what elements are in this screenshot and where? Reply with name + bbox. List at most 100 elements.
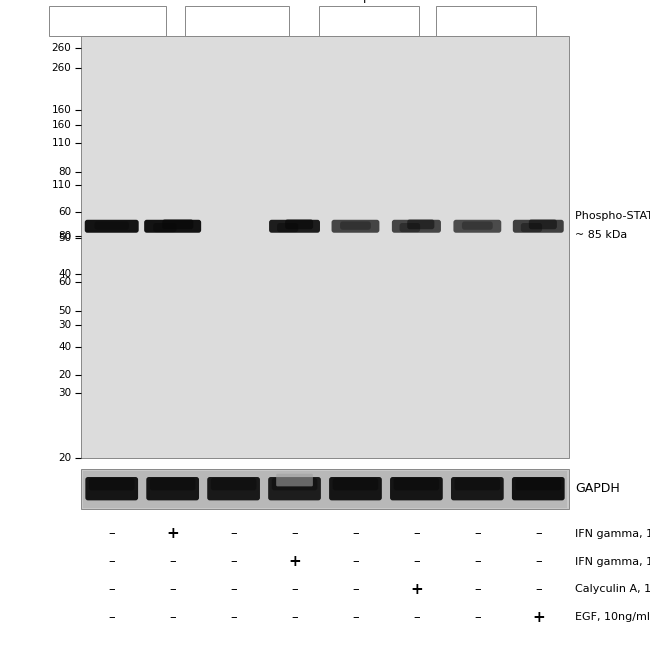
FancyBboxPatch shape	[211, 478, 256, 491]
Text: –: –	[352, 527, 359, 540]
Bar	[49, 6, 166, 36]
FancyBboxPatch shape	[85, 477, 138, 500]
Text: –: –	[230, 583, 237, 596]
FancyBboxPatch shape	[332, 220, 380, 233]
Text: –: –	[170, 583, 176, 596]
Text: ~ 85 kDa: ~ 85 kDa	[575, 230, 627, 240]
Text: –: –	[474, 611, 480, 624]
FancyBboxPatch shape	[529, 219, 557, 229]
Text: –: –	[352, 555, 359, 568]
Text: 60: 60	[58, 207, 72, 217]
FancyBboxPatch shape	[268, 477, 321, 500]
Text: 80: 80	[58, 167, 72, 177]
Text: A-431: A-431	[469, 0, 503, 3]
Bar	[81, 469, 569, 509]
Bar	[318, 6, 419, 36]
Text: 160: 160	[52, 120, 72, 130]
Text: 60: 60	[58, 277, 72, 287]
FancyBboxPatch shape	[333, 478, 378, 491]
Text: +: +	[288, 554, 301, 569]
Text: –: –	[474, 583, 480, 596]
Text: 50: 50	[58, 306, 72, 316]
Text: +: +	[532, 610, 545, 625]
FancyBboxPatch shape	[521, 223, 542, 232]
Text: HeLa: HeLa	[92, 0, 122, 3]
Text: –: –	[230, 555, 237, 568]
FancyBboxPatch shape	[272, 478, 317, 491]
FancyBboxPatch shape	[89, 478, 135, 491]
Text: GAPDH: GAPDH	[575, 482, 620, 495]
Text: +: +	[410, 582, 422, 597]
Text: Calyculin A, 100 nM for 60 mins: Calyculin A, 100 nM for 60 mins	[575, 584, 650, 594]
Text: –: –	[170, 611, 176, 624]
FancyBboxPatch shape	[454, 478, 500, 491]
Text: –: –	[291, 611, 298, 624]
FancyBboxPatch shape	[285, 219, 313, 229]
Text: 160: 160	[52, 105, 72, 116]
Text: Phospho-STAT1 (Ser727): Phospho-STAT1 (Ser727)	[575, 211, 650, 221]
Text: 80: 80	[58, 231, 72, 241]
Text: –: –	[352, 583, 359, 596]
Text: –: –	[230, 611, 237, 624]
FancyBboxPatch shape	[162, 219, 194, 229]
Text: –: –	[291, 583, 298, 596]
FancyBboxPatch shape	[513, 220, 564, 233]
Text: 110: 110	[52, 180, 72, 190]
Text: –: –	[170, 555, 176, 568]
Bar	[436, 6, 536, 36]
FancyBboxPatch shape	[153, 223, 177, 232]
FancyBboxPatch shape	[400, 223, 420, 232]
Text: –: –	[109, 583, 115, 596]
FancyBboxPatch shape	[407, 219, 434, 229]
Text: 50: 50	[58, 233, 72, 243]
FancyBboxPatch shape	[451, 477, 504, 500]
FancyBboxPatch shape	[150, 478, 196, 491]
Text: –: –	[291, 527, 298, 540]
FancyBboxPatch shape	[146, 477, 199, 500]
Text: –: –	[535, 527, 541, 540]
Text: 30: 30	[58, 319, 72, 330]
Text: –: –	[413, 611, 420, 624]
FancyBboxPatch shape	[94, 221, 129, 230]
Bar	[81, 36, 569, 458]
FancyBboxPatch shape	[84, 220, 138, 233]
Text: 40: 40	[58, 342, 72, 352]
Text: –: –	[413, 555, 420, 568]
Text: –: –	[352, 611, 359, 624]
FancyBboxPatch shape	[340, 221, 371, 230]
FancyBboxPatch shape	[144, 220, 201, 233]
Text: –: –	[109, 527, 115, 540]
Text: –: –	[109, 555, 115, 568]
Text: +: +	[166, 526, 179, 541]
Text: –: –	[535, 555, 541, 568]
FancyBboxPatch shape	[390, 477, 443, 500]
FancyBboxPatch shape	[207, 477, 260, 500]
Text: –: –	[474, 527, 480, 540]
Bar	[83, 471, 567, 508]
FancyBboxPatch shape	[454, 220, 501, 233]
Text: 260: 260	[52, 43, 72, 53]
Text: 40: 40	[58, 269, 72, 279]
Text: IFN gamma, 100ng/ml for 30 mins: IFN gamma, 100ng/ml for 30 mins	[575, 528, 650, 539]
Text: IFN gamma, 100ng/ml for 12 hours: IFN gamma, 100ng/ml for 12 hours	[575, 556, 650, 567]
Text: 30: 30	[58, 387, 72, 398]
FancyBboxPatch shape	[462, 221, 493, 230]
Text: MCF7: MCF7	[221, 0, 254, 3]
Text: 110: 110	[52, 138, 72, 148]
Text: –: –	[109, 611, 115, 624]
FancyBboxPatch shape	[277, 223, 298, 232]
Text: EGF, 10ng/ml for 30 mins: EGF, 10ng/ml for 30 mins	[575, 612, 650, 622]
Text: –: –	[474, 555, 480, 568]
Text: –: –	[230, 527, 237, 540]
FancyBboxPatch shape	[394, 478, 439, 491]
Text: 20: 20	[58, 370, 72, 380]
FancyBboxPatch shape	[276, 474, 313, 486]
Text: 20: 20	[58, 452, 72, 463]
FancyBboxPatch shape	[392, 220, 441, 233]
Bar	[185, 6, 289, 36]
FancyBboxPatch shape	[269, 220, 320, 233]
FancyBboxPatch shape	[329, 477, 382, 500]
Text: Hep G2: Hep G2	[347, 0, 391, 3]
Text: –: –	[413, 527, 420, 540]
Text: 260: 260	[52, 63, 72, 73]
